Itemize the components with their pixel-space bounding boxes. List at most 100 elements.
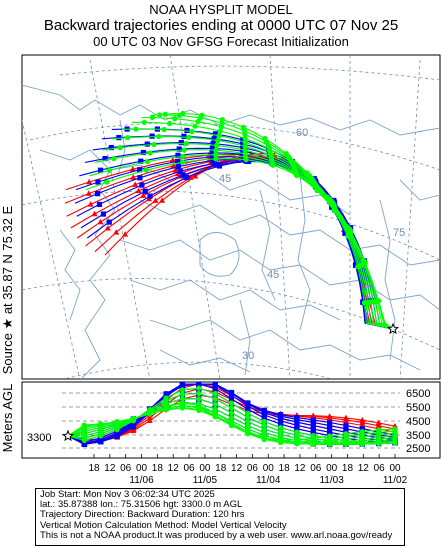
map-trajectory-marker xyxy=(210,157,216,164)
profile-trajectory-marker xyxy=(310,426,316,432)
profile-trajectory-marker xyxy=(228,420,235,426)
map-trajectory-marker xyxy=(175,152,181,158)
job-start-line: Job Start: Mon Nov 3 06:02:34 UTC 2025 xyxy=(40,489,215,500)
date-tick-labels: 11/06 11/05 11/04 11/03 11/02 xyxy=(129,475,407,486)
map-trajectory-marker xyxy=(181,133,187,139)
map-trajectory-marker xyxy=(240,141,246,147)
profile-trajectory-marker xyxy=(343,431,349,437)
profile-trajectory-marker xyxy=(130,416,136,422)
map-trajectory-marker xyxy=(242,139,248,146)
map-trajectory-marker xyxy=(102,155,108,162)
map-trajectory-marker xyxy=(212,160,218,166)
map-trajectory-marker xyxy=(151,141,157,148)
map-trajectory-marker xyxy=(95,179,101,185)
profile-trajectory-marker xyxy=(376,427,382,433)
map-trajectory-marker xyxy=(177,168,183,174)
profile-trajectory-marker xyxy=(163,404,169,410)
latitude-label-45-b: 45 xyxy=(267,269,279,281)
source-star-icon xyxy=(386,322,400,335)
time-tick-label: 12 xyxy=(104,463,116,474)
map-trajectory-marker xyxy=(111,156,117,162)
profile-trajectory-marker xyxy=(261,418,267,425)
profile-trajectory-marker xyxy=(98,421,104,427)
profile-trajectory-marker xyxy=(196,402,202,408)
map-trajectory-marker xyxy=(214,142,220,149)
date-tick-label: 11/03 xyxy=(319,475,344,486)
time-tick-label: 00 xyxy=(199,463,211,474)
profile-trajectory-marker xyxy=(277,415,284,421)
map-trajectory-marker xyxy=(147,193,153,199)
profile-trajectory-marker xyxy=(146,414,153,421)
profile-trajectory-marker xyxy=(114,419,120,426)
map-trajectory-marker xyxy=(283,151,289,157)
date-tick-label: 11/06 xyxy=(129,475,154,486)
profile-trajectory-marker xyxy=(245,429,251,435)
map-trajectory-marker xyxy=(213,147,219,153)
time-tick-label: 18 xyxy=(152,463,164,474)
map-trajectory-marker xyxy=(106,167,112,173)
map-trajectory-marker xyxy=(180,153,186,159)
forecast-subtitle: 00 UTC 03 Nov GFSG Forecast Initializati… xyxy=(93,34,349,49)
map-trajectory-marker xyxy=(175,158,181,164)
profile-trajectory-marker xyxy=(212,390,218,397)
map-trajectory-marker xyxy=(144,159,151,165)
longitude-label-75: 75 xyxy=(393,227,405,239)
map-trajectory-marker xyxy=(180,110,186,117)
map-trajectory-marker xyxy=(209,154,215,160)
profile-trajectory-marker xyxy=(179,387,186,393)
map-trajectory-marker xyxy=(144,141,150,147)
map-trajectory-marker xyxy=(375,298,381,304)
map-trajectory-marker xyxy=(262,135,268,142)
profile-trajectory-marker xyxy=(146,417,153,424)
map-trajectory-marker xyxy=(91,210,98,217)
time-tick-label: 06 xyxy=(374,463,386,474)
model-title: NOAA HYSPLIT MODEL xyxy=(149,2,293,17)
profile-trajectory-marker xyxy=(179,396,186,402)
direction-line: Trajectory Direction: Backward Duration:… xyxy=(40,509,245,521)
map-trajectory-marker xyxy=(209,145,215,151)
map-trajectories xyxy=(64,110,394,330)
time-tick-label: 12 xyxy=(294,463,306,474)
profile-trajectory-marker xyxy=(294,422,300,428)
map-trajectory-marker xyxy=(189,128,195,135)
time-tick-label: 06 xyxy=(247,463,259,474)
profile-trajectory-marker xyxy=(310,429,316,435)
profile-trajectory-marker xyxy=(212,410,218,416)
map-trajectory-marker xyxy=(133,126,139,132)
map-trajectory-marker xyxy=(140,192,147,198)
height-tick-4500: 4500 xyxy=(406,416,430,428)
map-trajectory-marker xyxy=(86,178,93,185)
map-trajectory-marker xyxy=(184,174,190,181)
map-trajectory-marker xyxy=(147,150,153,156)
map-trajectory-marker xyxy=(215,137,221,144)
profile-trajectory-marker xyxy=(359,419,366,425)
map-trajectory-marker xyxy=(212,131,219,137)
profile-trajectory-marker xyxy=(310,417,316,423)
map-trajectory-line xyxy=(94,149,394,330)
map-trajectory-line xyxy=(85,158,394,330)
country-borders xyxy=(22,84,440,379)
time-tick-label: 06 xyxy=(183,463,195,474)
map-trajectory-marker xyxy=(240,145,246,151)
time-tick-label: 00 xyxy=(136,463,148,474)
map-panel: 60 45 45 30 75 xyxy=(21,54,441,380)
time-tick-labels: 18 12 06 00 18 12 06 00 18 12 06 00 18 12 06 00 18 12 06 00 xyxy=(88,463,401,474)
map-trajectory-marker xyxy=(178,139,184,146)
profile-trajectory-marker xyxy=(294,419,300,425)
map-trajectory-marker xyxy=(132,181,139,187)
profile-trajectory-marker xyxy=(228,396,235,402)
map-trajectory-marker xyxy=(172,167,179,173)
profile-trajectory-marker xyxy=(359,428,365,435)
map-trajectory-marker xyxy=(166,120,173,127)
map-trajectory-line xyxy=(157,112,394,330)
start-height-label: 3300 xyxy=(27,432,51,444)
map-trajectory-marker xyxy=(96,201,103,208)
latitude-label-60: 60 xyxy=(296,127,308,139)
profile-trajectory-marker xyxy=(261,415,267,421)
profile-trajectory-marker xyxy=(327,433,333,439)
map-trajectory-marker xyxy=(135,187,142,194)
height-profile-panel: 6500 5500 4500 3500 2500 3300 18 12 06 00 18… xyxy=(21,381,441,486)
map-trajectory-marker xyxy=(141,119,147,125)
profile-trajectory-marker xyxy=(147,410,153,416)
